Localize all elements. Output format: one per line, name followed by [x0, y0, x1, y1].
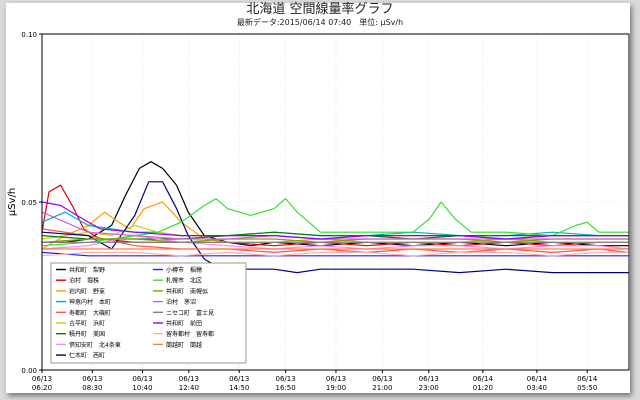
- legend-label: 積丹町 美国: [69, 330, 105, 338]
- x-tick-label: 06/13: [326, 375, 346, 383]
- x-tick-label: 05:50: [577, 384, 597, 392]
- legend-label: 留寿都村 留寿都: [166, 330, 214, 338]
- x-tick-label: 06:20: [32, 384, 52, 392]
- x-tick-label: 06/14: [473, 375, 494, 383]
- x-tick-label: 06/14: [527, 375, 548, 383]
- legend-label: 仁木町 西町: [69, 352, 105, 360]
- x-tick-label: 14:50: [229, 384, 249, 392]
- y-axis-label: μSv/h: [7, 188, 18, 216]
- legend-label: 寿都町 大磯町: [69, 309, 111, 317]
- series-line: [41, 201, 629, 240]
- legend-label: 岩内町 野束: [69, 287, 105, 295]
- legend-label: 共和町 南幌似: [166, 287, 208, 295]
- legend-label: 共和町 前田: [166, 320, 202, 328]
- chart-subtitle: 最新データ:2015/06/14 07:40 単位: μSv/h: [236, 18, 404, 27]
- y-tick-label: 0.05: [21, 199, 37, 207]
- x-tick-label: 08:30: [82, 384, 102, 392]
- x-tick-label: 06/13: [276, 375, 296, 383]
- x-tick-label: 06/13: [132, 375, 152, 383]
- x-tick-label: 12:40: [179, 384, 199, 392]
- legend-label: 泊村 堀株: [69, 277, 99, 285]
- x-tick-label: 06/13: [372, 375, 392, 383]
- legend-label: 札幌市 北区: [166, 277, 202, 285]
- y-tick-label: 0.10: [21, 31, 37, 39]
- x-tick-label: 19:00: [326, 384, 346, 392]
- legend-label: 古平町 浜町: [69, 320, 105, 328]
- legend-label: 倶知安町 北4条東: [69, 341, 121, 349]
- axes: 0.000.050.1006/1306:2006/1308:3006/1310:…: [7, 31, 598, 392]
- legend-label: ニセコ町 富士見: [166, 309, 214, 317]
- y-tick-label: 0.00: [21, 367, 37, 375]
- legend-label: 蘭越町 蘭越: [166, 341, 202, 349]
- x-tick-label: 10:40: [132, 384, 152, 392]
- x-tick-label: 06/13: [82, 375, 102, 383]
- x-tick-label: 21:00: [372, 384, 392, 392]
- chart-title: 北海道 空間線量率グラフ: [246, 2, 394, 17]
- legend-box: [50, 262, 247, 364]
- series-line: [41, 251, 629, 257]
- legend-label: 神恵内村 本町: [69, 298, 111, 306]
- x-tick-label: 03:40: [527, 384, 547, 392]
- x-tick-label: 06/13: [419, 375, 439, 383]
- legend-label: 小樽市 稲穂: [166, 266, 202, 274]
- x-tick-label: 23:00: [419, 384, 439, 392]
- x-tick-label: 06/13: [229, 375, 249, 383]
- legend-label: 共和町 梨野: [69, 266, 105, 274]
- legend-label: 泊村 茅沼: [166, 298, 196, 306]
- x-tick-label: 06/14: [577, 375, 598, 383]
- x-tick-label: 06/13: [32, 375, 52, 383]
- series-lines: [41, 161, 630, 274]
- series-line: [41, 228, 630, 253]
- x-tick-label: 01:20: [473, 384, 493, 392]
- x-tick-label: 16:50: [276, 384, 296, 392]
- x-tick-label: 06/13: [179, 375, 199, 383]
